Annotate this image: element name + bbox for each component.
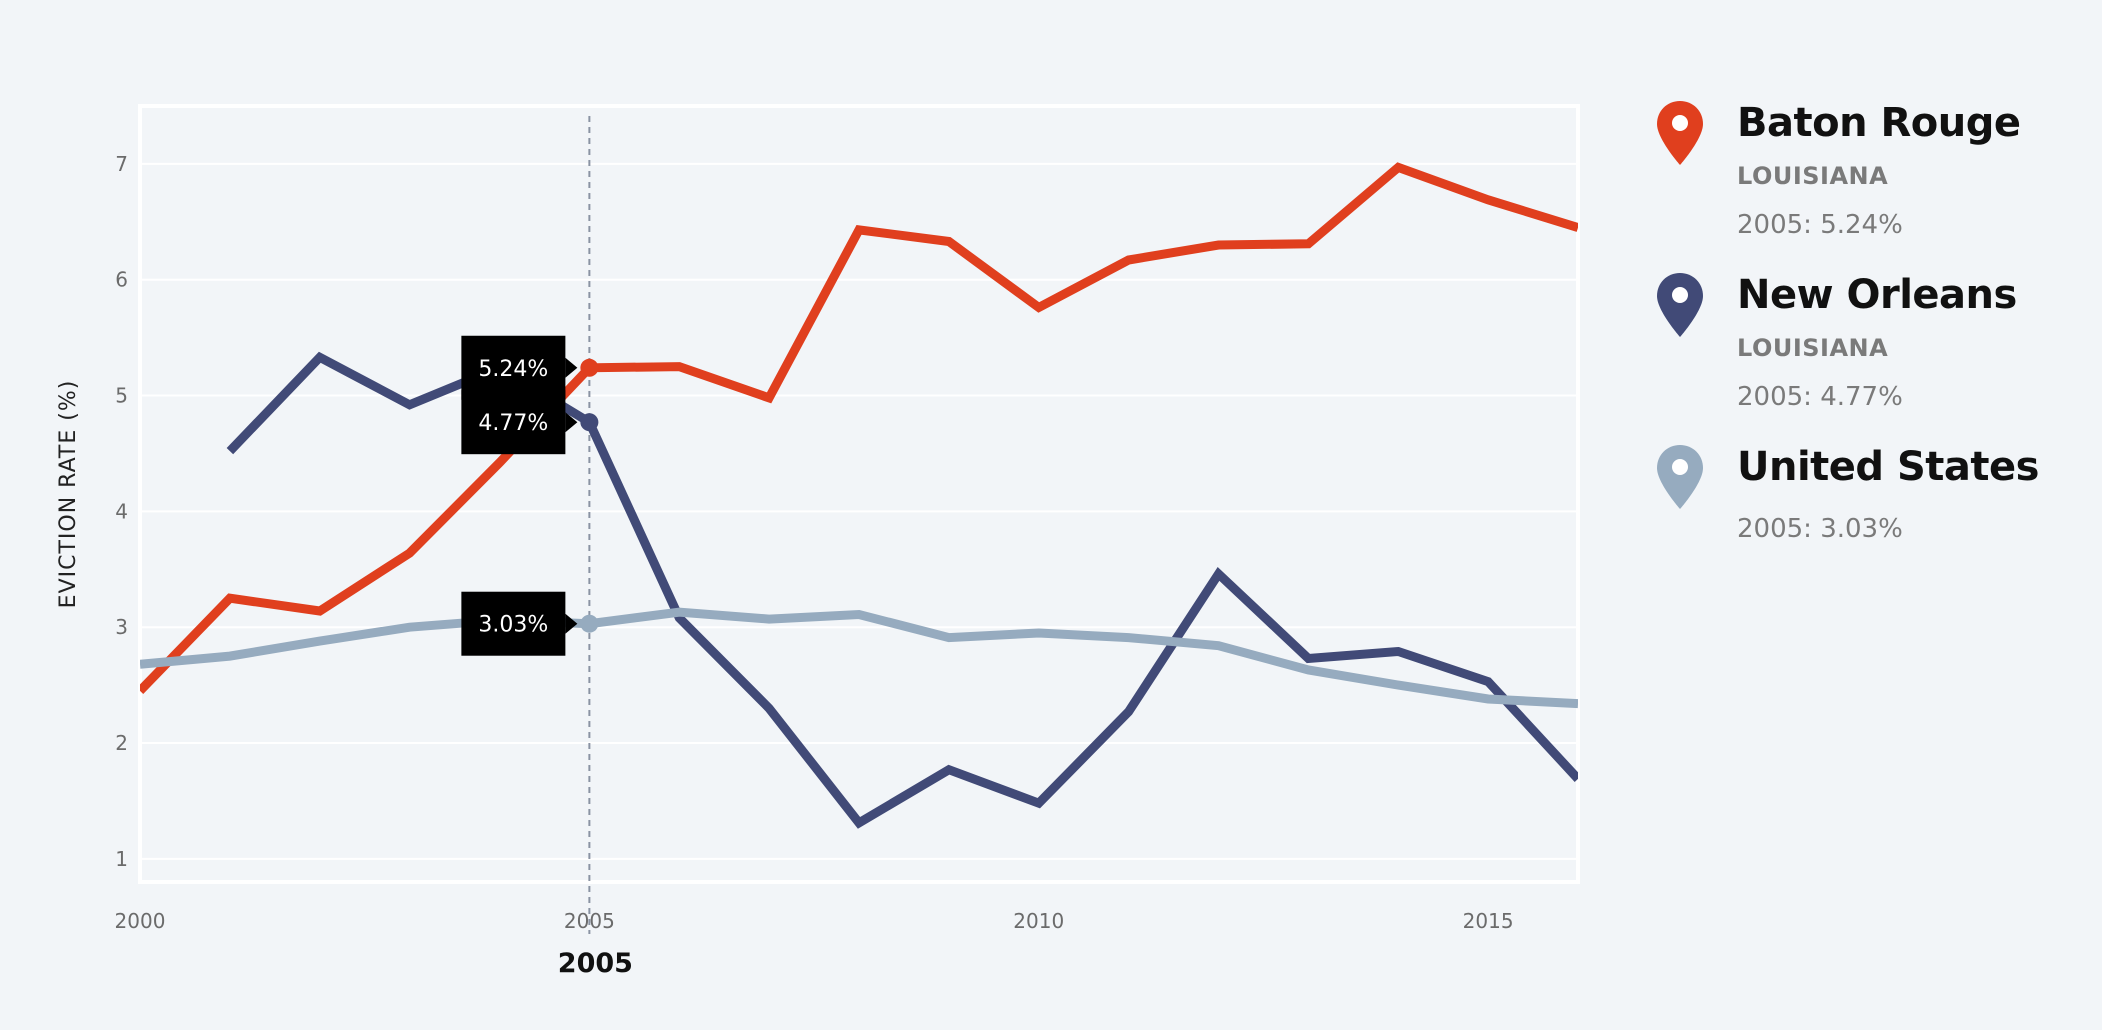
legend: Baton Rouge LOUISIANA 2005: 5.24% New Or… bbox=[1655, 95, 2095, 545]
tooltip-arrow bbox=[565, 613, 578, 634]
map-pin-icon bbox=[1657, 445, 1703, 509]
pin-shape bbox=[1657, 273, 1703, 337]
y-tick-label: 4 bbox=[115, 499, 128, 523]
legend-name: New Orleans bbox=[1737, 272, 2017, 318]
highlight-layer: 5.24% 4.77% 3.03% bbox=[461, 335, 599, 656]
legend-value: 2005: 5.24% bbox=[1737, 210, 1903, 240]
y-tick-label: 7 bbox=[115, 152, 128, 176]
plot-area bbox=[138, 104, 1580, 884]
legend-value: 2005: 4.77% bbox=[1737, 382, 1903, 412]
y-axis-title: EVICTION RATE (%) bbox=[56, 380, 81, 609]
tooltip-value: 5.24% bbox=[478, 357, 548, 382]
y-tick-label: 6 bbox=[115, 268, 128, 292]
legend-item-new-orleans[interactable]: New Orleans LOUISIANA 2005: 4.77% bbox=[1655, 267, 2095, 413]
tooltip-box bbox=[461, 390, 566, 455]
point-marker[interactable] bbox=[580, 614, 599, 633]
pin-shape bbox=[1657, 101, 1703, 165]
map-pin-icon bbox=[1657, 273, 1703, 337]
point-marker[interactable] bbox=[580, 413, 599, 432]
tooltip-value: 3.03% bbox=[478, 613, 548, 638]
series-line-baton-rouge[interactable] bbox=[140, 162, 1578, 695]
x-tick-label: 2010 bbox=[1013, 909, 1064, 933]
gridlines bbox=[140, 162, 1578, 860]
highlight-year-label: 2005 bbox=[558, 948, 633, 979]
map-pin-icon bbox=[1657, 101, 1703, 165]
tooltip-arrow bbox=[565, 412, 578, 433]
y-tick-label: 5 bbox=[115, 384, 128, 408]
legend-value: 2005: 3.03% bbox=[1737, 514, 1903, 544]
series-line-new-orleans[interactable] bbox=[226, 351, 1578, 829]
legend-item-baton-rouge[interactable]: Baton Rouge LOUISIANA 2005: 5.24% bbox=[1655, 95, 2095, 241]
tooltip-value: 4.77% bbox=[478, 411, 548, 436]
x-tick-label: 2000 bbox=[115, 909, 166, 933]
tooltip-arrow bbox=[565, 357, 578, 378]
y-tick-label: 2 bbox=[115, 731, 128, 755]
legend-item-united-states[interactable]: United States 2005: 3.03% bbox=[1655, 439, 2095, 545]
pin-dot bbox=[1672, 287, 1688, 303]
pin-dot bbox=[1672, 459, 1688, 475]
legend-state: LOUISIANA bbox=[1737, 334, 1889, 362]
legend-name: United States bbox=[1737, 444, 2039, 490]
series-line-united-states[interactable] bbox=[140, 607, 1578, 709]
tooltip-box bbox=[461, 335, 566, 400]
point-marker[interactable] bbox=[580, 358, 599, 377]
legend-state: LOUISIANA bbox=[1737, 162, 1889, 190]
pin-dot bbox=[1672, 115, 1688, 131]
series-lines bbox=[140, 162, 1578, 829]
y-tick-label: 1 bbox=[115, 847, 128, 871]
legend-name: Baton Rouge bbox=[1737, 100, 2021, 146]
y-tick-label: 3 bbox=[115, 615, 128, 639]
x-tick-label: 2015 bbox=[1463, 909, 1514, 933]
pin-shape bbox=[1657, 445, 1703, 509]
tooltip-box bbox=[461, 591, 566, 656]
